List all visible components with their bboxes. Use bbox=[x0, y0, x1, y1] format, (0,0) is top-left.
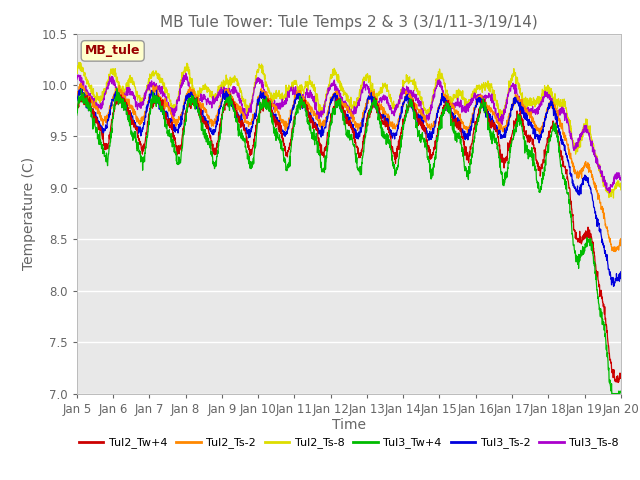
Title: MB Tule Tower: Tule Temps 2 & 3 (3/1/11-3/19/14): MB Tule Tower: Tule Temps 2 & 3 (3/1/11-… bbox=[160, 15, 538, 30]
Tul2_Tw+4 bbox=[614, 380, 622, 385]
Tul3_Ts-8 bbox=[182, 71, 190, 76]
Tul3_Tw+4 bbox=[100, 153, 108, 159]
Tul3_Ts-2 bbox=[77, 86, 84, 92]
Tul3_Ts-2 bbox=[601, 248, 609, 253]
Line: Tul2_Ts-8: Tul2_Ts-8 bbox=[77, 62, 621, 198]
Tul2_Ts-8 bbox=[602, 180, 609, 186]
Legend: Tul2_Tw+4, Tul2_Ts-2, Tul2_Ts-8, Tul3_Tw+4, Tul3_Ts-2, Tul3_Ts-8: Tul2_Tw+4, Tul2_Ts-2, Tul2_Ts-8, Tul3_Tw… bbox=[74, 433, 623, 453]
Tul3_Ts-8 bbox=[602, 181, 609, 187]
Tul3_Tw+4 bbox=[338, 107, 346, 112]
Tul2_Ts-8 bbox=[338, 82, 346, 87]
Y-axis label: Temperature (C): Temperature (C) bbox=[22, 157, 36, 270]
Tul2_Ts-8 bbox=[101, 86, 109, 92]
Tul3_Ts-8 bbox=[100, 91, 108, 96]
Tul3_Ts-2 bbox=[338, 108, 346, 114]
Line: Tul2_Tw+4: Tul2_Tw+4 bbox=[77, 93, 621, 383]
Tul3_Ts-2 bbox=[73, 98, 81, 104]
Tul3_Tw+4 bbox=[113, 85, 121, 91]
Tul2_Ts-2 bbox=[338, 103, 346, 109]
Tul2_Tw+4 bbox=[602, 317, 609, 323]
Tul2_Ts-2 bbox=[323, 111, 331, 117]
Tul3_Ts-8 bbox=[323, 91, 331, 96]
Tul3_Tw+4 bbox=[601, 334, 609, 339]
Tul3_Ts-2 bbox=[610, 284, 618, 289]
Tul2_Ts-8 bbox=[323, 88, 331, 94]
Tul2_Ts-2 bbox=[77, 80, 84, 86]
Tul3_Ts-2 bbox=[101, 127, 109, 133]
Tul2_Ts-8 bbox=[617, 187, 625, 192]
Tul3_Ts-2 bbox=[617, 269, 625, 275]
Tul2_Ts-2 bbox=[617, 236, 625, 241]
Tul2_Ts-8 bbox=[610, 195, 618, 201]
Tul3_Ts-8 bbox=[605, 190, 613, 196]
Tul2_Ts-2 bbox=[602, 223, 609, 228]
Line: Tul3_Ts-8: Tul3_Ts-8 bbox=[77, 73, 621, 193]
Tul2_Tw+4 bbox=[323, 134, 331, 140]
Line: Tul2_Ts-2: Tul2_Ts-2 bbox=[77, 83, 621, 252]
Tul3_Ts-8 bbox=[601, 177, 609, 183]
Tul2_Tw+4 bbox=[101, 147, 109, 153]
Tul2_Ts-8 bbox=[601, 180, 609, 186]
Tul3_Tw+4 bbox=[617, 388, 625, 394]
Tul2_Ts-8 bbox=[73, 69, 81, 74]
Tul2_Ts-2 bbox=[101, 115, 109, 120]
Tul3_Ts-8 bbox=[617, 176, 625, 182]
Line: Tul3_Tw+4: Tul3_Tw+4 bbox=[77, 88, 621, 394]
Tul2_Ts-2 bbox=[601, 218, 609, 224]
Tul2_Ts-8 bbox=[75, 60, 83, 65]
Tul2_Tw+4 bbox=[502, 160, 509, 166]
Tul2_Tw+4 bbox=[73, 105, 81, 111]
X-axis label: Time: Time bbox=[332, 419, 366, 432]
Tul2_Ts-2 bbox=[73, 93, 81, 98]
Tul3_Ts-8 bbox=[73, 76, 81, 82]
Tul3_Tw+4 bbox=[502, 176, 509, 182]
Tul2_Tw+4 bbox=[601, 314, 609, 320]
Tul3_Tw+4 bbox=[608, 391, 616, 396]
Tul3_Ts-2 bbox=[602, 248, 609, 253]
Tul3_Tw+4 bbox=[73, 112, 81, 118]
Tul3_Tw+4 bbox=[323, 145, 331, 151]
Tul3_Ts-2 bbox=[323, 113, 331, 119]
Tul3_Ts-8 bbox=[338, 97, 346, 103]
Line: Tul3_Ts-2: Tul3_Ts-2 bbox=[77, 89, 621, 287]
Tul2_Tw+4 bbox=[617, 375, 625, 381]
Tul3_Ts-2 bbox=[502, 134, 509, 140]
Tul2_Tw+4 bbox=[79, 90, 87, 96]
Tul2_Ts-2 bbox=[611, 249, 619, 254]
Text: MB_tule: MB_tule bbox=[85, 44, 140, 58]
Tul2_Tw+4 bbox=[338, 106, 346, 112]
Tul2_Ts-8 bbox=[502, 106, 509, 111]
Tul2_Ts-2 bbox=[502, 122, 509, 128]
Tul3_Ts-8 bbox=[502, 104, 509, 109]
Tul3_Tw+4 bbox=[602, 331, 609, 336]
